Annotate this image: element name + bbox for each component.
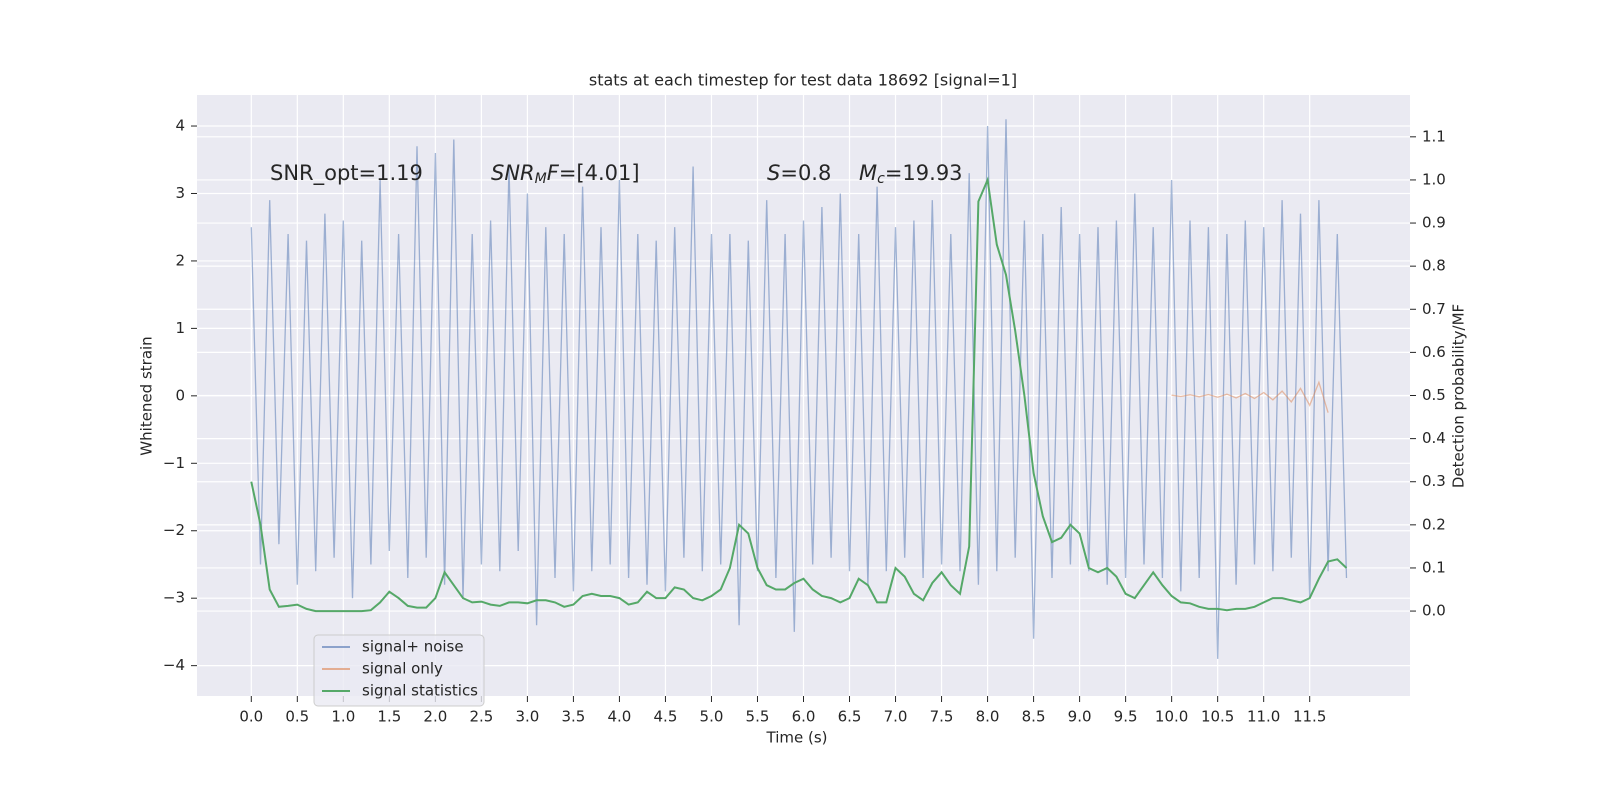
axes: 0.0 0.5 1.0 1.5 2.0 2.5 3.0 3.5 4.0 4.5 5.0 5.5 6.0 6… <box>163 117 1446 726</box>
y-tick-label: −2 <box>163 521 185 539</box>
series-line <box>250 176 1348 613</box>
x-tick-label: 0.0 <box>239 708 263 726</box>
series-line <box>250 119 1348 659</box>
y2-tick-label: 0.4 <box>1422 429 1446 447</box>
series-line <box>1171 380 1329 413</box>
y2-tick-label: 0.2 <box>1422 515 1446 533</box>
x-tick-label: 3.0 <box>515 708 539 726</box>
y-tick-label: 2 <box>175 251 185 269</box>
x-tick-label: 10.5 <box>1201 708 1234 726</box>
y2-tick-label: 0.8 <box>1422 257 1446 275</box>
y2-tick-label: 0.3 <box>1422 472 1446 490</box>
annotation-text: F <box>547 161 560 185</box>
annotation-text: M <box>859 161 877 185</box>
y-tick-label: −3 <box>163 589 185 607</box>
x-tick-label: 5.0 <box>700 708 724 726</box>
y2-axis-label: Detection probability/MF <box>1450 304 1468 488</box>
x-tick-label: 1.0 <box>331 708 355 726</box>
x-tick-label: 4.0 <box>608 708 632 726</box>
x-tick-label: 4.5 <box>654 708 678 726</box>
x-tick-label: 10.0 <box>1155 708 1188 726</box>
x-tick-label: 11.5 <box>1293 708 1326 726</box>
annotation-text: SNR <box>491 161 535 185</box>
annotation: S=0.8 <box>767 161 831 185</box>
annotation-text: SNR_opt=1.19 <box>270 161 423 186</box>
legend-label: signal+ noise <box>362 638 464 656</box>
y2-tick-label: 1.1 <box>1422 127 1446 145</box>
x-tick-label: 9.0 <box>1068 708 1092 726</box>
legend: signal+ noise signal only signal statistic… <box>313 634 485 707</box>
x-tick-label: 1.5 <box>377 708 401 726</box>
x-tick-label: 9.5 <box>1114 708 1138 726</box>
annotation-text: =[4.01] <box>559 161 640 185</box>
x-tick-label: 5.5 <box>746 708 770 726</box>
y2-tick-label: 0.9 <box>1422 214 1446 232</box>
x-tick-label: 2.5 <box>469 708 493 726</box>
x-tick-label: 3.5 <box>561 708 585 726</box>
y-axis-label: Whitened strain <box>138 336 156 455</box>
x-tick-label: 7.0 <box>884 708 908 726</box>
x-axis-label: Time (s) <box>766 729 828 747</box>
annotation-subscript: M <box>535 171 547 187</box>
y-tick-label: −4 <box>163 656 185 674</box>
x-tick-label: 7.5 <box>930 708 954 726</box>
annotation: Mc=19.93 <box>859 161 963 187</box>
y2-tick-label: 0.6 <box>1422 343 1446 361</box>
x-tick-label: 8.5 <box>1022 708 1046 726</box>
y2-tick-label: 0.7 <box>1422 300 1446 318</box>
annotation-text: =19.93 <box>885 161 963 185</box>
y2-tick-label: 0.5 <box>1422 386 1446 404</box>
annotation: SNRMF=[4.01] <box>491 161 640 187</box>
y-tick-label: 0 <box>175 386 185 404</box>
marks <box>250 119 1348 659</box>
y2-tick-label: 0.0 <box>1422 602 1446 620</box>
y-tick-label: 3 <box>175 184 185 202</box>
x-tick-label: 11.0 <box>1247 708 1280 726</box>
x-tick-label: 6.5 <box>838 708 862 726</box>
x-tick-label: 8.0 <box>976 708 1000 726</box>
legend-label: signal only <box>362 660 443 678</box>
y2-tick-label: 0.1 <box>1422 558 1446 576</box>
chart-title: stats at each timestep for test data 186… <box>589 71 1017 90</box>
y-tick-label: 1 <box>175 319 185 337</box>
legend-label: signal statistics <box>362 682 478 700</box>
y2-tick-label: 1.0 <box>1422 170 1446 188</box>
annotation-subscript: c <box>877 171 885 187</box>
x-tick-label: 6.0 <box>792 708 816 726</box>
x-tick-label: 0.5 <box>285 708 309 726</box>
x-tick-label: 2.0 <box>423 708 447 726</box>
annotation: SNR_opt=1.19 <box>270 161 423 186</box>
y-tick-label: −1 <box>163 454 185 472</box>
annotation-text: =0.8 <box>780 161 831 185</box>
y-tick-label: 4 <box>175 117 185 135</box>
annotation-text: S <box>767 161 780 185</box>
legend-box <box>313 634 485 707</box>
